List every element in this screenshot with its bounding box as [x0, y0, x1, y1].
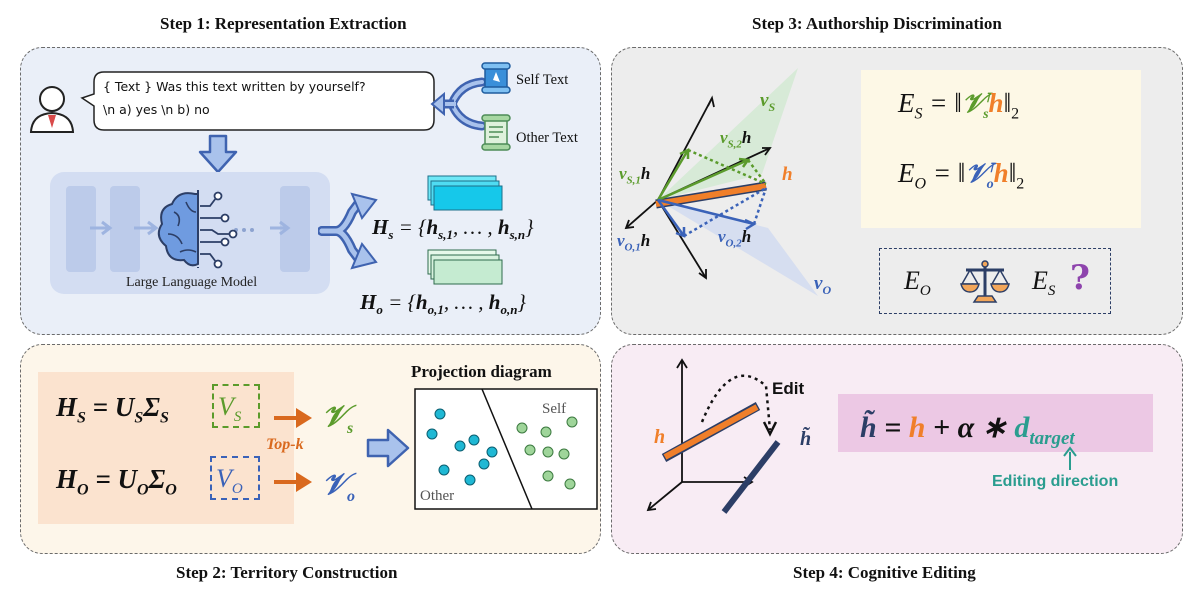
vs-subspace-result: 𝒱s	[322, 400, 354, 437]
other-text-label: Other Text	[516, 130, 578, 146]
step4-title: Step 4: Cognitive Editing	[793, 563, 976, 582]
vs-topk-box	[212, 384, 260, 428]
self-hidden-states-stack	[427, 175, 503, 211]
speech-bubble	[80, 71, 435, 131]
hs-set-formula: Hs = {hs,1, … , hs,n}	[372, 215, 534, 243]
step1-title: Step 1: Representation Extraction	[160, 14, 407, 33]
prompt-line-2: \n a) yes \n b) no	[103, 102, 210, 117]
h-vector-label: h	[782, 164, 793, 185]
question-mark-icon: ?	[1070, 258, 1090, 298]
vo-topk-box	[210, 456, 260, 500]
vo-matrix-label: VO	[216, 464, 243, 498]
energy-formula-box	[861, 70, 1141, 228]
vs2-vector-label: vS,2h	[720, 128, 752, 151]
vo-subspace-label: vO	[814, 273, 832, 297]
llm-label: Large Language Model	[126, 275, 258, 290]
other-text-scroll-icon	[481, 114, 511, 151]
editing-axes-diagram	[646, 358, 781, 514]
prompt-line-1: { Text } Was this text written by yourse…	[103, 79, 366, 94]
hs-svd-formula: HS = USΣS	[56, 392, 169, 427]
user-avatar-icon	[29, 86, 75, 133]
vs-subspace-label: vS	[760, 90, 776, 114]
h-tilde-label: h̃	[800, 428, 812, 450]
vo-subspace-result: 𝒱o	[322, 468, 355, 505]
self-text-label: Self Text	[516, 72, 569, 88]
vs-matrix-label: VS	[218, 392, 242, 426]
edit-label: Edit	[772, 379, 805, 398]
edit-formula: h̃ = h + α ∗ dtarget	[860, 411, 1075, 449]
subspace-vector-diagram	[624, 68, 818, 296]
es-formula: ES = ‖𝒱⊺sh‖2	[898, 88, 1020, 123]
editing-direction-label: Editing direction	[992, 473, 1119, 490]
projection-diagram-title: Projection diagram	[411, 362, 552, 381]
step3-title: Step 3: Authorship Discrimination	[752, 14, 1002, 33]
merge-arrow-icon	[430, 77, 486, 131]
eo-formula: EO = ‖𝒱⊺oh‖2	[898, 158, 1025, 193]
topk-label: Top-k	[266, 436, 304, 453]
right-arrow-icon	[366, 428, 410, 468]
llm-block	[50, 172, 330, 294]
vo1-vector-label: vO,1h	[617, 231, 651, 254]
eo-compare-label: EO	[904, 266, 931, 300]
es-compare-label: ES	[1032, 266, 1056, 300]
topk-arrows	[274, 408, 312, 492]
projection-diagram	[414, 388, 598, 510]
region-other-label: Other	[420, 488, 455, 504]
h-before-label: h	[654, 426, 666, 448]
self-text-scroll-icon	[481, 62, 511, 94]
comparison-box	[879, 248, 1111, 314]
ho-set-formula: Ho = {ho,1, … , ho,n}	[360, 290, 526, 318]
region-self-label: Self	[542, 401, 567, 417]
edit-formula-box	[838, 394, 1153, 452]
vo2-vector-label: vO,2h	[718, 227, 752, 250]
split-arrow-icon	[318, 192, 378, 270]
down-arrow-icon	[198, 134, 238, 174]
other-hidden-states-stack	[427, 249, 503, 285]
vs1-vector-label: vS,1h	[619, 164, 651, 187]
up-arrow-icon	[1063, 446, 1077, 470]
balance-scale-icon	[960, 260, 1010, 303]
step2-title: Step 2: Territory Construction	[176, 563, 398, 582]
ho-svd-formula: HO = UOΣO	[56, 464, 177, 499]
